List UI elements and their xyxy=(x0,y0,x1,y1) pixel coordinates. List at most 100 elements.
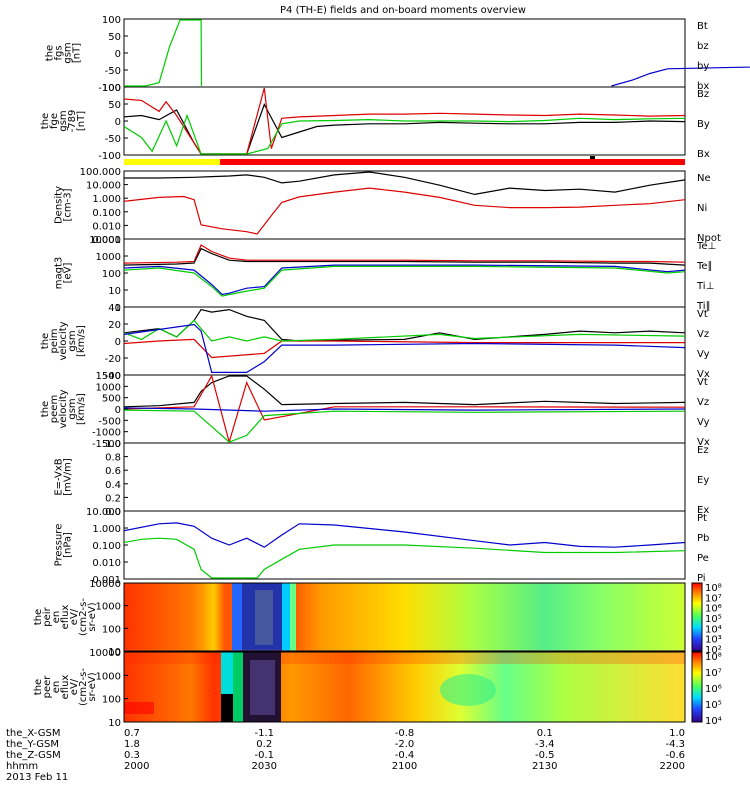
panel-peim-tick-label: 0 xyxy=(115,337,121,348)
x-axis-row-label: the_X-GSM xyxy=(6,728,60,739)
panel-density-tick-label: 100.000 xyxy=(80,167,121,178)
spectrogram-peir xyxy=(123,582,686,652)
panel-peim-ylabel-line: the xyxy=(40,333,51,349)
panel-efield-tick-label: 0.2 xyxy=(105,493,121,504)
x-axis-row-label: hhmm xyxy=(6,761,38,772)
series-fgs-by xyxy=(124,19,203,87)
panel-peem-tick-label: 1000 xyxy=(96,382,121,393)
panel-peim-tick-label: -40 xyxy=(105,371,121,382)
panel-peim-ylabel-line: gsm xyxy=(67,330,78,351)
panel-density-tick-label: 10.000 xyxy=(86,181,121,192)
panel-temperature-tick-label: 100 xyxy=(102,269,121,280)
panel-peer-ylabel-line: eflux xyxy=(60,675,71,700)
panel-fgs-legend-entry: bx xyxy=(697,81,709,92)
panel-peir-ylabel-line: peir xyxy=(42,606,53,626)
panel-peem-tick-label: 500 xyxy=(102,394,121,405)
panel-peer-tick-label: 1000 xyxy=(96,671,121,682)
panel-density-tick-label: 0.100 xyxy=(92,208,121,219)
panel-peir-ylabel-line: the xyxy=(33,609,44,625)
panel-efield-tick-label: 0.0 xyxy=(105,507,121,518)
x-axis-value: 0.1 xyxy=(537,728,553,739)
panel-efield-legend-entry: Ex xyxy=(697,505,709,516)
x-axis-value: 1.8 xyxy=(124,739,140,750)
panel-density-ylabel-line: [cm-3] xyxy=(63,188,74,221)
chart-title: P4 (TH-E) fields and on-board moments ov… xyxy=(280,5,526,16)
panel-peir-ylabel-line: en xyxy=(51,611,62,624)
panel-pressure-legend-entry: Pt xyxy=(697,513,707,524)
panel-pressure-tick-label: 0.001 xyxy=(92,575,121,586)
series-fgs-bx xyxy=(611,66,750,87)
panel-peir-colorbar-label: 10³ xyxy=(705,635,722,646)
panel-peir-ylabel-line: eflux xyxy=(60,605,71,630)
series-fge-Bx xyxy=(123,103,686,155)
panel-peer-ylabel-line: sr-eV) xyxy=(87,672,98,701)
panel-peim-legend-entry: Vz xyxy=(697,329,709,340)
panel-fge-tick-label: -100 xyxy=(98,151,121,162)
panel-fge-legend-entry: By xyxy=(697,119,710,130)
panel-peem-ylabel-line: [km/s] xyxy=(76,393,87,425)
panel-fge-ylabel-line: gsm xyxy=(58,110,69,131)
spectrogram-peer xyxy=(123,651,686,723)
panel-efield-tick-label: 0.6 xyxy=(105,466,121,477)
panel-peim-legend-entry: Vy xyxy=(697,349,710,360)
panel-fgs-ylabel-line: the xyxy=(45,45,56,61)
panel-peim-legend-entry: Vx xyxy=(697,369,710,380)
panel-peim-tick-label: 20 xyxy=(108,320,121,331)
x-axis-row-label: the_Y-GSM xyxy=(6,739,59,750)
panel-peer-tick-label: 10 xyxy=(108,718,121,729)
panel-peem-ylabel-line: the xyxy=(40,401,51,417)
series-temperature-Te⊥ xyxy=(123,244,686,264)
panel-peer-colorbar-label: 10⁷ xyxy=(705,668,722,679)
panel-efield-ylabel-line: [mV/m] xyxy=(63,458,74,496)
series-temperature-Ti∥ xyxy=(123,265,686,297)
x-axis-value: 0.3 xyxy=(124,750,140,761)
panel-peir-colorbar-label: 10⁶ xyxy=(705,604,722,615)
series-fge-Bz xyxy=(123,87,686,155)
panel-efield-legend-entry: Ez xyxy=(697,445,709,456)
panel-fge-legend-entry: Bz xyxy=(697,89,709,100)
panel-peir-colorbar-label: 10⁵ xyxy=(705,614,722,625)
panel-temperature-tick-label: 1 xyxy=(115,303,121,314)
panel-peem-ylabel-line: gsm xyxy=(67,398,78,419)
panel-fgs-tick-label: 100 xyxy=(102,15,121,26)
panel-peem-legend-entry: Vy xyxy=(697,417,710,428)
mode-bar-red xyxy=(220,159,685,165)
series-layer xyxy=(123,19,750,579)
panel-peim-ylabel-line: [km/s] xyxy=(76,325,87,357)
panel-efield-tick-label: 0.4 xyxy=(105,480,121,491)
panel-efield-ylabel-line: E=-VxB xyxy=(54,458,65,495)
panel-fge-legend-entry: Bx xyxy=(697,149,710,160)
panel-peim-tick-label: 40 xyxy=(108,303,121,314)
series-peim-Vz xyxy=(123,338,685,359)
panel-peem-tick-label: -1000 xyxy=(92,428,121,439)
series-fge-By xyxy=(123,113,686,155)
panel-peer-colorbar-label: 10⁸ xyxy=(705,652,722,663)
panel-fgs-legend-entry: bz xyxy=(697,41,709,52)
series-peem-Vy xyxy=(123,409,686,443)
series-peem-Vt xyxy=(123,375,686,408)
panel-density-tick-label: 1.000 xyxy=(92,194,121,205)
panel-peir-tick-label: 100 xyxy=(102,624,121,635)
label-layer: thefgsgsm[nT]100500-50-100Btbzbybxthefge… xyxy=(6,15,722,783)
panel-peir-colorbar-label: 10⁷ xyxy=(705,593,722,604)
panel-peem-ylabel-line: peem xyxy=(49,395,60,423)
panel-pressure-tick-label: 0.100 xyxy=(92,541,121,552)
panel-pressure-ylabel-line: Pressure xyxy=(54,524,65,567)
panel-peem-tick-label: 1500 xyxy=(96,371,121,382)
panel-efield-tick-label: 0.8 xyxy=(105,453,121,464)
series-temperature-Te∥ xyxy=(123,247,686,266)
x-axis-value: -0.4 xyxy=(395,750,415,761)
mode-bar-yellow xyxy=(124,159,220,165)
panel-temperature-tick-label: 10 xyxy=(108,286,121,297)
panel-fgs-tick-label: 0 xyxy=(115,49,121,60)
panel-temperature-ylabel-line: [eV] xyxy=(63,263,74,284)
series-pressure-Pe xyxy=(123,537,686,579)
panel-fge-tick-label: 0 xyxy=(115,117,121,128)
panel-peem-tick-label: 0 xyxy=(115,405,121,416)
panel-fgs-legend-entry: by xyxy=(697,61,709,72)
panel-pressure-legend-entry: Pe xyxy=(697,553,709,564)
panel-density-tick-label: 0.001 xyxy=(92,235,121,246)
panel-temperature-legend-entry: Ti∥ xyxy=(696,301,711,312)
panel-fgs-legend-entry: Bt xyxy=(697,21,708,32)
panel-fgs-frame xyxy=(123,18,686,88)
